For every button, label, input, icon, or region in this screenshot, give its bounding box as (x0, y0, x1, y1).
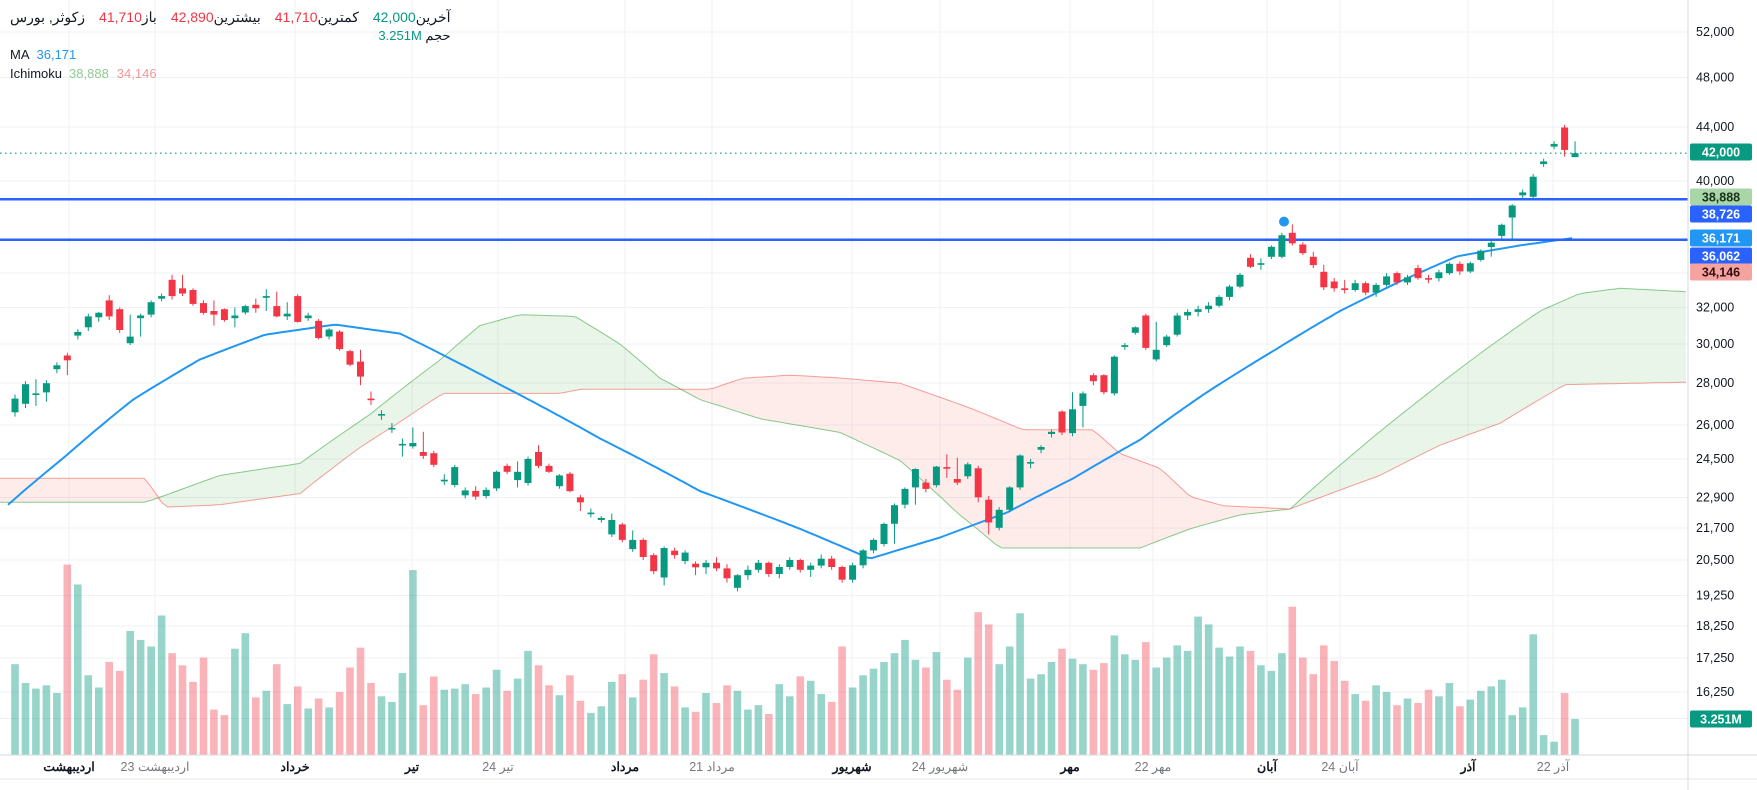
ichimoku-span-b-value: 34,146 (116, 66, 157, 81)
svg-text:34,146: 34,146 (1702, 266, 1740, 280)
volume-bars (11, 564, 1579, 755)
price-axis[interactable] (1688, 0, 1757, 755)
svg-text:36,062: 36,062 (1702, 250, 1740, 264)
ma-label: MA (10, 47, 30, 62)
last-value: 42,000 (372, 9, 416, 25)
high-value: 42,890 (170, 9, 214, 25)
svg-text:52,000: 52,000 (1696, 25, 1734, 39)
svg-text:24 تیر: 24 تیر (482, 760, 514, 775)
svg-text:اردیبهشت: اردیبهشت (43, 760, 95, 775)
ichimoku-span-a-value: 38,888 (69, 66, 109, 81)
svg-text:22 آذر: 22 آذر (1537, 758, 1571, 775)
symbol-name[interactable]: زکوثر, بورس (10, 9, 86, 25)
svg-text:24,500: 24,500 (1696, 452, 1734, 466)
svg-text:19,250: 19,250 (1696, 589, 1734, 603)
svg-text:30,000: 30,000 (1696, 337, 1734, 351)
legend-ma-row: MA 36,171 (10, 46, 451, 64)
svg-text:26,000: 26,000 (1696, 418, 1734, 432)
price-badges: 42,000 38,888 38,726 36,171 36,062 34,146 3.25… (1690, 143, 1752, 728)
svg-text:24 آبان: 24 آبان (1321, 758, 1360, 774)
svg-text:48,000: 48,000 (1696, 71, 1734, 85)
ichimoku-cloud (0, 287, 1687, 549)
svg-text:17,250: 17,250 (1696, 651, 1734, 665)
svg-text:24 شهریور: 24 شهریور (912, 760, 969, 775)
price-axis-labels[interactable]: 52,000 48,000 44,000 40,000 32,000 30,000 28,0… (1696, 25, 1734, 699)
horizontal-price-lines[interactable] (0, 198, 1688, 241)
svg-text:آذر: آذر (1459, 758, 1477, 775)
legend-open: باز41,710 (99, 9, 157, 25)
svg-text:44,000: 44,000 (1696, 120, 1734, 134)
svg-text:21,700: 21,700 (1696, 521, 1734, 535)
svg-text:تیر: تیر (404, 760, 420, 775)
candles (11, 124, 1579, 592)
volume-value: 3.251M (378, 28, 422, 43)
legend-ohlc-row: زکوثر, بورس باز41,710 بیشترین42,890 کمتر… (10, 8, 451, 26)
svg-text:آبان: آبان (1257, 758, 1278, 774)
svg-text:16,250: 16,250 (1696, 685, 1734, 699)
chart-legend: زکوثر, بورس باز41,710 بیشترین42,890 کمتر… (10, 8, 451, 83)
ichimoku-label: Ichimoku (10, 66, 63, 81)
svg-text:مرداد: مرداد (611, 760, 640, 775)
ma-value: 36,171 (36, 47, 77, 62)
svg-text:3.251M: 3.251M (1700, 713, 1742, 727)
low-value: 41,710 (274, 9, 318, 25)
signal-dot-marker (1279, 216, 1289, 227)
legend-volume-row: حجم 3.251M (10, 27, 451, 45)
svg-text:36,171: 36,171 (1702, 232, 1740, 246)
svg-text:21 مرداد: 21 مرداد (689, 760, 735, 775)
legend-last: آخرین42,000 (372, 9, 451, 25)
svg-text:32,000: 32,000 (1696, 301, 1734, 315)
svg-text:خرداد: خرداد (280, 760, 310, 775)
moving-average-line (7, 237, 1573, 560)
legend-ichimoku-row: Ichimoku 38,888 34,146 (10, 65, 451, 83)
legend-low: کمترین41,710 (274, 9, 359, 25)
time-axis[interactable] (0, 755, 1688, 790)
svg-text:18,250: 18,250 (1696, 619, 1734, 633)
svg-text:23 اردیبهشت: 23 اردیبهشت (121, 760, 190, 775)
svg-text:40,000: 40,000 (1696, 174, 1734, 188)
legend-high: بیشترین42,890 (170, 9, 261, 25)
svg-text:38,726: 38,726 (1702, 208, 1740, 222)
svg-text:22 مهر: 22 مهر (1135, 760, 1172, 775)
svg-text:22,900: 22,900 (1696, 490, 1734, 504)
svg-text:42,000: 42,000 (1702, 146, 1740, 160)
volume-label: حجم (425, 28, 451, 43)
svg-text:38,888: 38,888 (1702, 191, 1740, 205)
time-axis-labels[interactable]: اردیبهشت 23 اردیبهشت خرداد تیر 24 تیر مرداد 21… (43, 758, 1571, 775)
svg-text:شهریور: شهریور (831, 760, 872, 775)
grid-lines (0, 0, 1688, 755)
open-value: 41,710 (99, 9, 142, 25)
svg-text:مهر: مهر (1059, 760, 1080, 775)
svg-text:28,000: 28,000 (1696, 376, 1734, 390)
svg-text:20,500: 20,500 (1696, 553, 1734, 567)
